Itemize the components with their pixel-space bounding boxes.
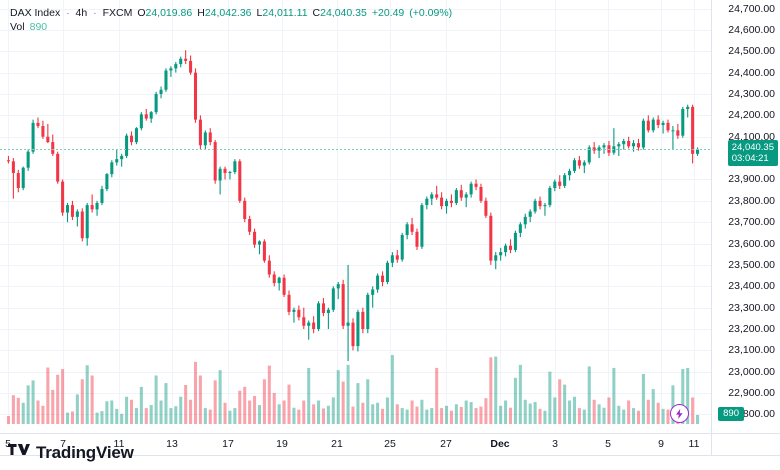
- last-price-badge[interactable]: 24,040.35 03:04:21: [727, 140, 778, 167]
- volume-badge[interactable]: 890: [718, 407, 744, 421]
- time-axis[interactable]: 5711131719212527Dec35911: [0, 434, 712, 456]
- candlestick-plot: [0, 0, 711, 424]
- price-tick: 23,000.00: [728, 365, 775, 378]
- price-tick: 24,100.00: [728, 130, 775, 143]
- time-tick: 13: [166, 438, 178, 450]
- time-tick: 9: [658, 438, 664, 450]
- axis-corner: [712, 434, 780, 456]
- time-tick: 3: [552, 438, 558, 450]
- chart-plot-area[interactable]: [0, 0, 712, 434]
- price-tick: 23,900.00: [728, 173, 775, 186]
- price-tick: 23,300.00: [728, 301, 775, 314]
- time-tick: 5: [605, 438, 611, 450]
- time-tick: 25: [384, 438, 396, 450]
- price-tick: 24,400.00: [728, 66, 775, 79]
- price-tick: 23,600.00: [728, 237, 775, 250]
- price-tick: 24,300.00: [728, 88, 775, 100]
- price-tick: 23,500.00: [728, 258, 775, 271]
- time-tick: 7: [60, 438, 66, 450]
- tradingview-logo[interactable]: TradingView: [8, 442, 134, 462]
- time-tick: 11: [113, 438, 125, 450]
- price-tick: 22,900.00: [728, 387, 775, 400]
- price-tick: 23,200.00: [728, 323, 775, 335]
- tradingview-wordmark: TradingView: [36, 442, 134, 462]
- price-tick: 24,200.00: [728, 109, 775, 122]
- price-tick: 23,800.00: [728, 194, 775, 207]
- price-tick: 23,700.00: [728, 216, 775, 229]
- price-tick: 23,400.00: [728, 280, 775, 293]
- time-tick: 21: [331, 438, 343, 450]
- price-axis[interactable]: 24,700.00 24,600.00 24,500.00 24,400.00 24,3…: [712, 0, 780, 434]
- time-tick: Dec: [490, 438, 510, 450]
- time-tick: 19: [276, 438, 288, 450]
- time-tick: 17: [222, 438, 234, 450]
- price-tick: 24,500.00: [728, 45, 775, 58]
- time-tick: 11: [688, 438, 700, 450]
- price-tick: 24,700.00: [728, 2, 775, 15]
- price-tick: 23,100.00: [728, 344, 775, 357]
- price-tick: 24,600.00: [728, 23, 775, 36]
- realtime-bolt-icon[interactable]: [670, 404, 689, 423]
- last-price-value: 24,040.35: [731, 142, 774, 154]
- bar-countdown: 03:04:21: [731, 153, 769, 165]
- time-tick: 27: [440, 438, 452, 450]
- tradingview-mark-icon: [8, 442, 30, 462]
